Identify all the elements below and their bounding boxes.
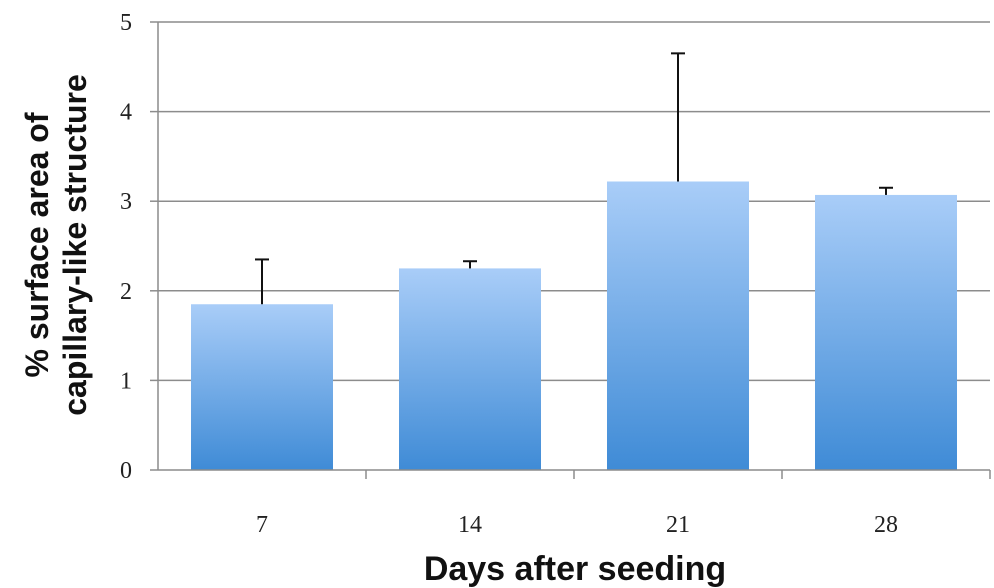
y-tick-label-5: 5 <box>120 10 132 36</box>
x-tick-label-21: 21 <box>666 512 690 538</box>
y-axis-title-line-2: capillary-like structure <box>57 74 93 415</box>
error-bars <box>255 52 893 305</box>
y-tick-label-0: 0 <box>120 458 132 484</box>
x-axis-title: Days after seeding <box>424 550 726 588</box>
x-tick-label-28: 28 <box>874 512 898 538</box>
axes <box>157 22 991 479</box>
y-tick-label-4: 4 <box>120 100 132 126</box>
bar-day-14 <box>399 268 541 470</box>
bar-day-28 <box>815 194 957 471</box>
y-tick-label-3: 3 <box>120 189 132 215</box>
bar-day-7 <box>191 304 333 470</box>
y-tick-label-2: 2 <box>120 279 132 305</box>
x-tick-label-7: 7 <box>256 512 268 538</box>
y-axis-title-line-1: % surface area of <box>19 112 55 377</box>
bar-day-21 <box>607 181 749 470</box>
x-tick-label-14: 14 <box>458 512 482 538</box>
y-tick-label-1: 1 <box>120 368 132 394</box>
x-tick-labels: 7 14 21 28 <box>256 512 898 538</box>
y-tick-labels: 0 1 2 3 4 5 <box>120 10 132 484</box>
bars <box>191 181 957 471</box>
